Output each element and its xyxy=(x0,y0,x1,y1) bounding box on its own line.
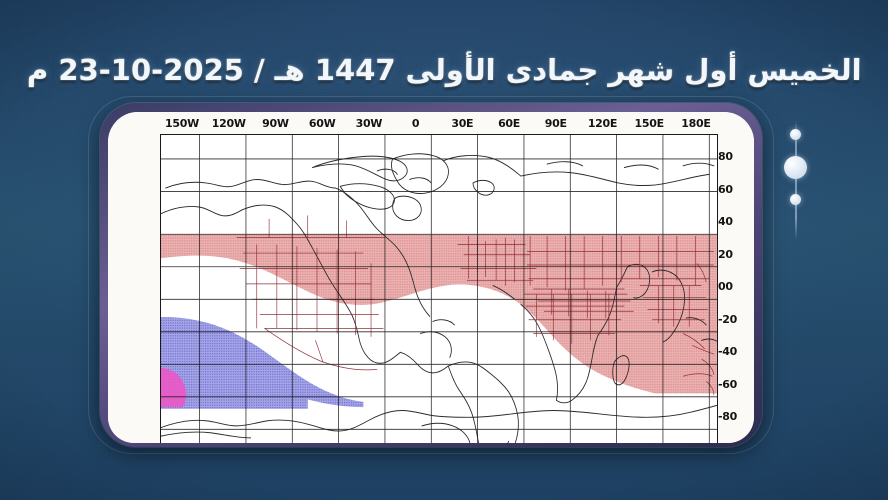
latitude-axis: 80 60 40 20 00 -20 -40 -60 -80 xyxy=(718,134,750,441)
side-scroll-indicator[interactable] xyxy=(784,120,808,240)
y-tick: 00 xyxy=(718,280,733,293)
indicator-dot-bottom[interactable] xyxy=(790,194,801,205)
phone-screen[interactable]: 150W 120W 90W 60W 30W 0 30E 60E 90E 120E… xyxy=(108,112,754,443)
page-title: الخميس أول شهر جمادى الأولى 1447 هـ / 20… xyxy=(26,53,862,87)
x-tick: 90W xyxy=(262,117,289,130)
x-tick: 60W xyxy=(308,117,336,130)
x-tick: 150E xyxy=(634,117,665,130)
indicator-dot-active[interactable] xyxy=(784,156,807,179)
blue-zone-soft-edge xyxy=(161,317,364,409)
y-tick: 20 xyxy=(718,247,733,261)
blue-visibility-zone xyxy=(161,317,364,409)
world-map-svg xyxy=(161,135,717,443)
y-tick: -60 xyxy=(718,377,737,391)
x-tick: 60E xyxy=(498,117,520,130)
red-visibility-zone xyxy=(161,234,717,394)
graticule xyxy=(161,135,717,443)
x-tick: 180E xyxy=(681,117,711,130)
x-tick: 30E xyxy=(451,117,474,130)
page-title-bar: الخميس أول شهر جمادى الأولى 1447 هـ / 20… xyxy=(0,40,888,100)
x-tick: 150W xyxy=(165,117,199,130)
y-tick: 60 xyxy=(718,182,733,196)
y-tick: 80 xyxy=(718,150,733,163)
x-tick: 90E xyxy=(544,117,567,130)
indicator-dot-top[interactable] xyxy=(790,129,801,140)
y-tick: -20 xyxy=(718,312,737,326)
map-plot-area[interactable] xyxy=(160,134,718,443)
y-tick: -40 xyxy=(718,345,737,358)
phone-mockup: 150W 120W 90W 60W 30W 0 30E 60E 90E 120E… xyxy=(100,103,762,447)
longitude-axis: 150W 120W 90W 60W 30W 0 30E 60E 90E 120E… xyxy=(160,115,718,132)
visibility-map-chart[interactable]: 150W 120W 90W 60W 30W 0 30E 60E 90E 120E… xyxy=(108,112,754,443)
red-zone-soft-edge xyxy=(161,234,717,394)
y-tick: 40 xyxy=(718,215,733,228)
x-tick: 0 xyxy=(411,117,420,130)
x-tick: 30W xyxy=(355,117,383,130)
phone-bezel: 150W 120W 90W 60W 30W 0 30E 60E 90E 120E… xyxy=(100,103,762,447)
x-tick: 120E xyxy=(587,117,618,130)
x-tick: 120W xyxy=(211,117,246,130)
y-tick: -80 xyxy=(718,410,737,423)
indicator-track xyxy=(795,120,797,240)
